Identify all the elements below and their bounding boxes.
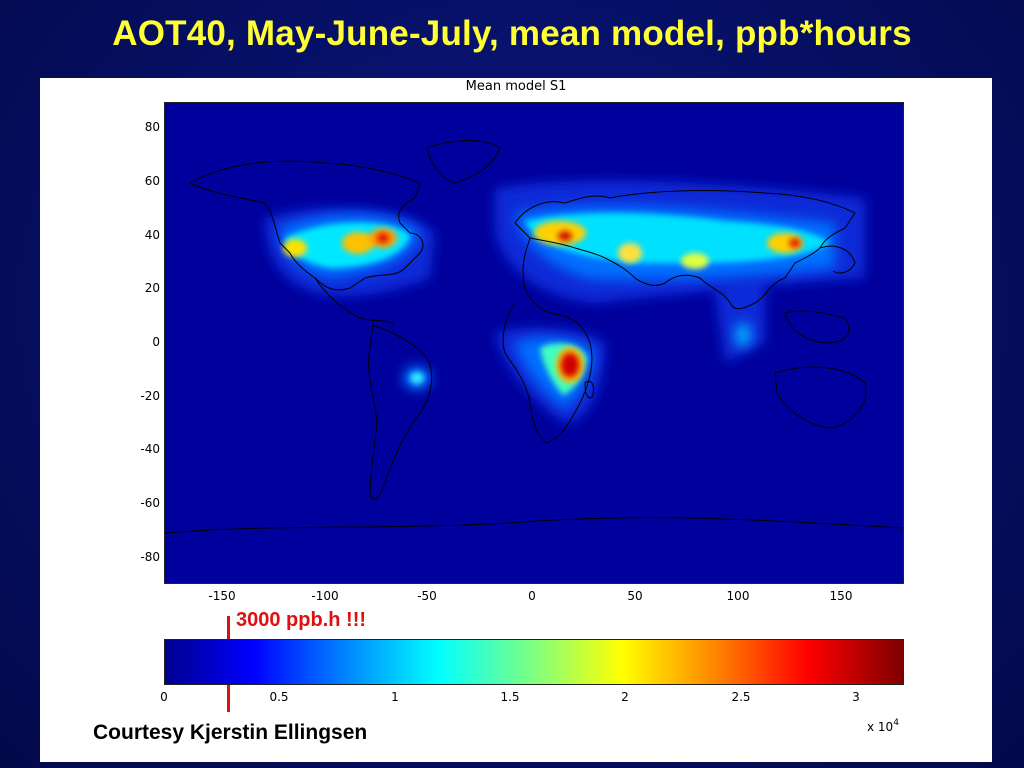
threshold-annotation: 3000 ppb.h !!!	[236, 609, 367, 631]
y-tick-label: 80	[144, 120, 160, 134]
figure-title: Mean model S1	[465, 79, 567, 94]
colorbar	[164, 639, 904, 685]
y-tick-label: 40	[144, 228, 160, 242]
x-tick-label: -150	[208, 589, 236, 603]
x-tick-label: -50	[417, 589, 437, 603]
slide-title: AOT40, May-June-July, mean model, ppb*ho…	[112, 14, 912, 53]
x-tick-label: 50	[627, 589, 643, 603]
y-tick-label: 20	[144, 281, 160, 295]
x-tick-label: 150	[829, 589, 853, 603]
colorbar-tick-label: 1	[391, 690, 399, 704]
x-tick-label: 100	[726, 589, 750, 603]
figure-panel: Mean model S1	[40, 78, 992, 762]
coastlines	[165, 140, 903, 534]
x-tick-label: -100	[311, 589, 339, 603]
colorbar-multiplier: x 104	[867, 718, 899, 734]
credit-text: Courtesy Kjerstin Ellingsen	[93, 721, 368, 744]
colorbar-tick-label: 2	[621, 690, 629, 704]
y-tick-label: -20	[140, 389, 160, 403]
y-tick-label: -40	[140, 442, 160, 456]
y-tick-label: -60	[140, 496, 160, 510]
y-tick-label: -80	[140, 550, 160, 564]
field-peak	[377, 231, 801, 377]
x-tick-label: 0	[528, 589, 536, 603]
map-plot-area	[164, 102, 904, 584]
colorbar-tick-label: 0	[160, 690, 168, 704]
colorbar-multiplier-exponent: 4	[893, 718, 899, 728]
ozone-map	[165, 140, 903, 534]
colorbar-tick-label: 2.5	[731, 690, 751, 704]
y-tick-label: 0	[152, 335, 160, 349]
colorbar-tick-label: 1.5	[500, 690, 520, 704]
y-tick-label: 60	[144, 174, 160, 188]
colorbar-tick-label: 0.5	[269, 690, 289, 704]
colorbar-multiplier-base: x 10	[867, 720, 894, 734]
colorbar-tick-label: 3	[852, 690, 860, 704]
